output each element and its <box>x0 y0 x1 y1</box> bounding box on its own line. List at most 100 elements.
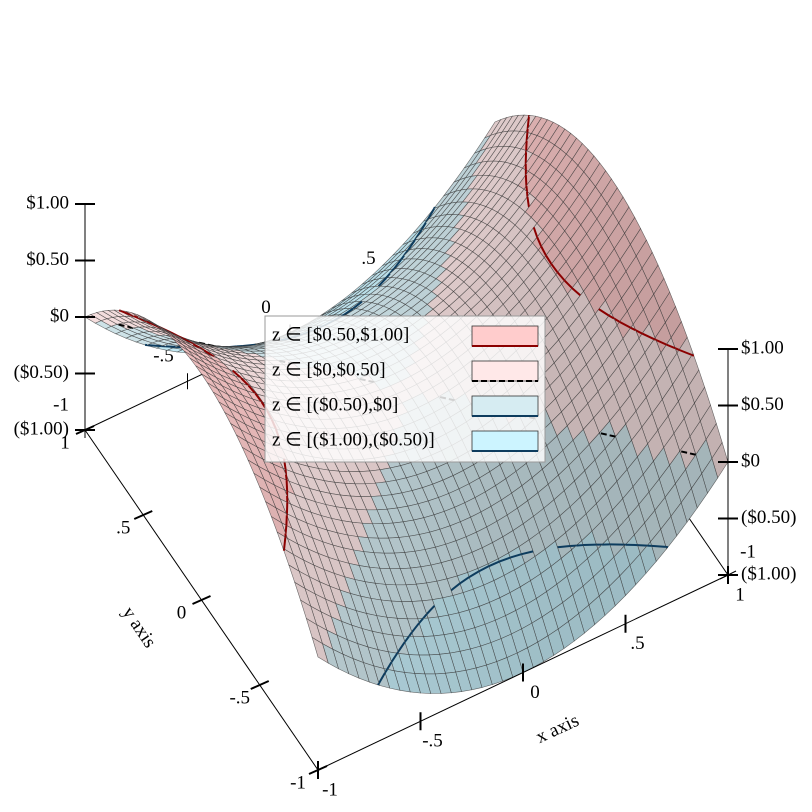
contour-line <box>285 480 289 492</box>
x-tick-label: 0 <box>530 682 540 703</box>
legend-swatch <box>471 325 539 347</box>
contour-line <box>630 326 637 332</box>
contour-line <box>284 474 288 481</box>
z-tick-label: $0 <box>50 305 69 326</box>
contour-line <box>400 254 405 261</box>
contour-line <box>240 377 250 387</box>
contour-line <box>165 345 176 348</box>
z-tick-label: ($1.00) <box>14 418 69 439</box>
legend-swatch <box>471 360 539 382</box>
x-tick-label: -.5 <box>422 731 443 752</box>
back-x-tick-label: -1 <box>53 394 69 415</box>
contour-line <box>651 544 666 548</box>
contour-line <box>674 347 680 351</box>
contour-line <box>571 287 582 297</box>
back-x-tick-label: .5 <box>361 248 375 269</box>
legend-label: z ∈ [($1.00),($0.50)] <box>272 429 435 450</box>
contour-line <box>525 185 529 192</box>
contour-line <box>498 556 511 563</box>
y-tick <box>133 510 153 520</box>
y-tick-label: -.5 <box>229 687 250 708</box>
front-axes: -1-.50.51-1-.50.51($1.00)($1.00)($0.50)(… <box>14 192 797 800</box>
contour-line <box>422 613 428 620</box>
contour-line <box>532 227 539 238</box>
contour-line <box>390 652 399 663</box>
contour-line <box>576 544 584 547</box>
contour-line <box>120 310 135 318</box>
contour-line <box>678 348 693 356</box>
y-tick-label: -1 <box>290 772 306 793</box>
x-axis-label: x axis <box>533 710 583 748</box>
contour-line <box>283 537 287 550</box>
z-tick-label: ($1.00) <box>741 563 796 584</box>
contour-line <box>386 661 393 670</box>
contour-line <box>450 582 461 592</box>
x-tick-label: 1 <box>735 584 745 605</box>
y-tick <box>250 680 270 690</box>
contour-line <box>378 672 386 684</box>
y-axis-label: y axis <box>118 603 160 652</box>
back-x-tick-label: 0 <box>261 297 271 318</box>
contour-line <box>540 245 547 256</box>
z-tick-label: $0.50 <box>741 394 784 415</box>
contour-line <box>608 314 615 320</box>
contour-line <box>147 344 162 348</box>
contour-line <box>284 525 288 534</box>
contour-line <box>526 196 530 208</box>
legend-label: z ∈ [$0.50,$1.00] <box>272 324 409 345</box>
y-tick <box>192 595 211 605</box>
contour-line <box>525 132 529 141</box>
contour-line <box>411 622 420 633</box>
contour-line <box>385 272 391 279</box>
y-tick-label: 1 <box>60 432 70 453</box>
contour-line <box>666 343 676 350</box>
legend-label: z ∈ [$0,$0.50] <box>272 359 386 380</box>
legend-label: z ∈ [($0.50),$0] <box>272 394 398 415</box>
contour-line <box>192 343 200 349</box>
back-y-tick-label: -1 <box>740 541 756 562</box>
contour-line <box>343 307 354 316</box>
contour-line <box>420 222 427 231</box>
contour-line <box>408 631 413 638</box>
contour-line <box>691 354 695 357</box>
contour-line <box>536 236 543 247</box>
contour-line <box>563 279 573 289</box>
contour-line <box>526 116 530 129</box>
x-tick-label: -1 <box>322 779 338 800</box>
y-tick-label: .5 <box>116 517 130 538</box>
y-tick-label: 0 <box>177 602 187 623</box>
contour-line <box>377 682 380 686</box>
contour-line <box>509 553 522 559</box>
contour-line <box>635 329 643 335</box>
contour-line <box>679 450 697 456</box>
contour-line <box>599 432 616 438</box>
contour-line <box>418 617 424 624</box>
contour-line <box>641 332 655 341</box>
contour-line <box>468 570 480 578</box>
z-tick-label: $0 <box>741 450 760 471</box>
contour-line <box>478 565 490 573</box>
contour-line <box>524 174 528 186</box>
contour-line <box>397 641 406 653</box>
legend: z ∈ [$0.50,$1.00] z ∈ [$0,$0.50] z ∈ [($0.… <box>264 315 546 463</box>
z-tick-label: ($0.50) <box>14 362 69 383</box>
contour-line <box>203 349 215 358</box>
contour-line <box>556 271 566 282</box>
contour-line <box>254 392 263 403</box>
z-tick-label: $1.00 <box>741 337 784 358</box>
z-tick-label: $0.50 <box>26 249 69 270</box>
contour-line <box>655 338 667 346</box>
surface-cell <box>311 636 329 664</box>
contour-line <box>133 315 139 319</box>
z-tick-label: $1.00 <box>26 192 69 213</box>
legend-swatch <box>471 430 539 452</box>
contour-line <box>116 323 134 329</box>
contour-line <box>352 300 363 310</box>
contour-line <box>653 338 657 341</box>
contour-line <box>404 635 410 643</box>
contour-line <box>488 560 500 568</box>
contour-line <box>598 308 610 317</box>
contour-line <box>384 668 389 674</box>
z-tick-label: ($0.50) <box>741 507 796 528</box>
